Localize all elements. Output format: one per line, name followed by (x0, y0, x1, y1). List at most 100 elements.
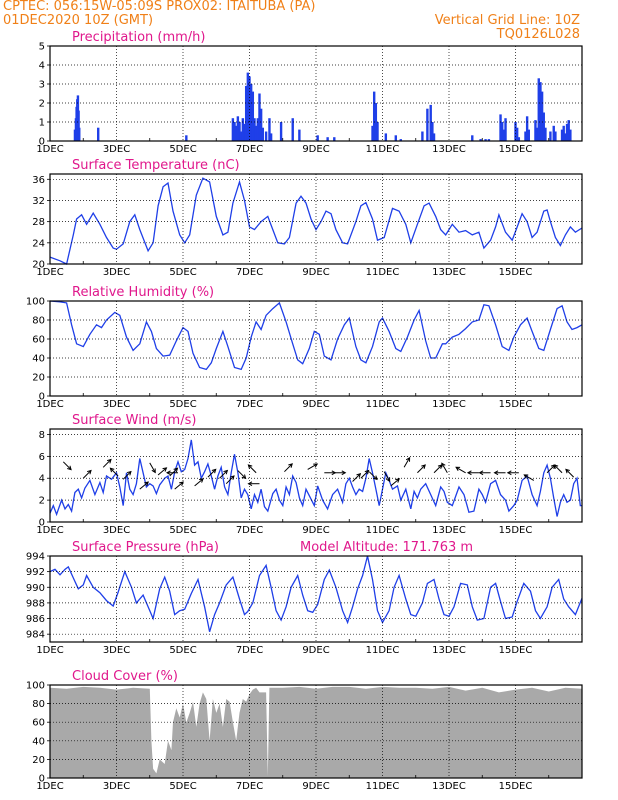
panel-title: Surface Temperature (nC) (72, 158, 240, 173)
wind-arrow-shaft (368, 471, 378, 480)
precip-bar (384, 133, 388, 141)
precip-bar (535, 127, 539, 141)
wind-arrow-shaft (284, 463, 293, 473)
wind-arrow-shaft (248, 464, 257, 474)
wind-arrow-shaft (433, 464, 443, 474)
y-tick-label: 2 (39, 496, 45, 507)
precip-bar (517, 137, 521, 141)
precip-bar (251, 91, 255, 141)
wind-arrow-head (441, 462, 446, 468)
x-tick-label: 15DEC (499, 525, 533, 536)
wind-arrow-head (372, 475, 378, 481)
y-tick-label: 80 (32, 699, 45, 710)
x-tick-label: 7DEC (236, 525, 263, 536)
wind-arrow-head (109, 467, 115, 473)
panel-title: Precipitation (mm/h) (72, 30, 205, 45)
series-line (49, 555, 583, 632)
wind-arrow-shaft (139, 481, 149, 490)
panel-title: Relative Humidity (%) (72, 285, 214, 300)
precip-bar (565, 123, 569, 141)
wind-arrow-shaft (225, 475, 235, 485)
wind-arrow-shaft (553, 464, 563, 474)
y-tick-label: 36 (32, 175, 45, 186)
precip-bar (564, 133, 567, 141)
precip-bar (231, 118, 235, 141)
wind-arrow-shaft (383, 471, 391, 482)
x-tick-label: 13DEC (432, 399, 466, 410)
wind-arrow-head (223, 469, 229, 475)
precip-bar (248, 76, 251, 141)
precip-bar (514, 122, 517, 141)
precip-bar (527, 129, 530, 141)
x-tick-label: 3DEC (103, 645, 130, 656)
precip-bar (539, 82, 542, 141)
wind-arrow-shaft (360, 470, 370, 479)
precip-bar (185, 135, 188, 141)
wind-arrow-head (144, 481, 149, 487)
panel-title: Cloud Cover (%) (72, 669, 178, 684)
y-tick-label: 60 (32, 335, 45, 346)
y-tick-label: 100 (26, 297, 45, 308)
precip-bar (525, 116, 529, 141)
precip-bar (259, 108, 263, 141)
wind-arrow-head (466, 470, 472, 476)
wind-arrow-head (493, 470, 499, 476)
y-tick-label: 100 (26, 681, 45, 692)
wind-arrow-shaft (417, 464, 426, 474)
y-tick-label: 28 (32, 217, 45, 228)
precip-bar (399, 139, 402, 141)
header-datetime: 01DEC2020 10Z (GMT) (3, 13, 154, 28)
wind-arrow-head (553, 464, 559, 469)
wind-arrow-shaft (565, 469, 575, 478)
precip-bar (432, 133, 436, 141)
wind-arrow-shaft (524, 474, 535, 481)
wind-arrow-head (313, 463, 319, 468)
x-tick-label: 11DEC (366, 267, 400, 278)
precip-bar (542, 112, 545, 141)
panel-title: Surface Wind (m/s) (72, 413, 196, 428)
x-tick-label: 5DEC (169, 399, 196, 410)
header-model-id: TQ0126L028 (496, 27, 580, 42)
wind-arrow-shaft (237, 470, 246, 479)
model-altitude-label: Model Altitude: 171.763 m (300, 540, 473, 555)
x-tick-label: 9DEC (302, 645, 329, 656)
y-tick-label: 24 (32, 238, 45, 249)
wind-arrow-shaft (82, 470, 92, 479)
x-tick-label: 15DEC (499, 267, 533, 278)
y-tick-label: 0 (39, 392, 45, 403)
y-tick-label: 4 (39, 61, 45, 72)
wind-arrow-shaft (390, 478, 400, 487)
precip-bar (421, 131, 424, 141)
wind-arrow-shaft (149, 462, 156, 473)
x-tick-label: 5DEC (169, 781, 196, 792)
precip-bar (268, 118, 271, 141)
precip-bar (540, 91, 544, 141)
precip-bar (298, 129, 301, 141)
y-tick-label: 992 (26, 567, 45, 578)
wind-arrow-shaft (546, 464, 556, 474)
precip-bar (269, 133, 273, 141)
y-tick-label: 3 (39, 80, 45, 91)
precip-bar (504, 118, 507, 141)
wind-arrow-shaft (110, 467, 119, 477)
precip-bar (431, 122, 434, 141)
wind-arrow-shaft (122, 471, 132, 480)
precip-bar (479, 139, 482, 141)
x-tick-label: 9DEC (302, 144, 329, 155)
x-tick-label: 3DEC (103, 267, 130, 278)
wind-arrow-head (364, 469, 370, 475)
wind-arrow-shaft (174, 481, 184, 490)
x-tick-label: 9DEC (302, 781, 329, 792)
wind-arrow-shaft (169, 467, 178, 477)
wind-arrow-shaft (441, 462, 448, 474)
wind-arrow-shaft (403, 457, 411, 468)
precip-bar (372, 91, 376, 141)
wind-arrow-head (565, 468, 570, 474)
x-tick-label: 13DEC (432, 267, 466, 278)
y-tick-label: 20 (32, 260, 45, 271)
precip-bar (499, 114, 502, 141)
x-tick-label: 13DEC (432, 525, 466, 536)
precip-bar (279, 122, 283, 141)
y-tick-label: 0 (39, 137, 45, 148)
x-tick-label: 5DEC (169, 267, 196, 278)
